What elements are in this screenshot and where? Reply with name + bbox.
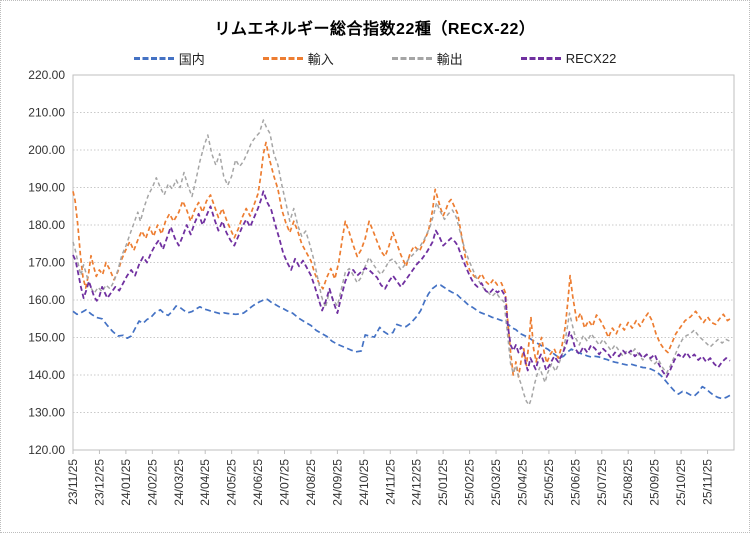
legend-label: 輸出	[436, 52, 463, 67]
y-axis-tick-label: 190.00	[28, 181, 65, 195]
chart-title: リムエネルギー総合指数22種（RECX-22）	[214, 21, 536, 38]
y-axis-tick-label: 120.00	[28, 443, 65, 457]
y-axis-tick-label: 220.00	[28, 68, 65, 82]
x-axis-tick-label: 24/04/25	[198, 459, 212, 506]
legend-dash-swatch-import	[262, 57, 303, 60]
series-line-import	[72, 141, 732, 378]
x-axis-tick-label: 25/10/25	[674, 459, 688, 506]
y-axis-tick-label: 160.00	[28, 293, 65, 307]
y-axis-tick-label: 150.00	[28, 331, 65, 345]
x-axis-tick-label: 24/09/25	[330, 459, 344, 506]
x-axis-tick-label: 24/07/25	[278, 459, 292, 506]
x-axis-tick-label: 25/09/25	[648, 459, 662, 506]
y-axis-tick-label: 130.00	[28, 406, 65, 420]
x-axis-tick-label: 24/11/25	[383, 459, 397, 505]
legend-item-export: 輸出	[391, 49, 463, 68]
y-axis-tick-label: 170.00	[28, 256, 65, 270]
x-axis-tick-label: 24/06/25	[251, 459, 265, 506]
x-axis-tick-label: 25/02/25	[463, 459, 477, 506]
y-axis-tick-label: 180.00	[28, 218, 65, 232]
legend-item-import: 輸入	[262, 49, 334, 68]
legend-dash-swatch-domestic	[133, 57, 174, 60]
legend-dash-swatch-export	[391, 57, 432, 60]
x-axis-tick-label: 24/08/25	[304, 459, 318, 506]
x-axis-tick-label: 25/06/25	[568, 459, 582, 506]
legend-dash-swatch-recx22	[520, 57, 561, 60]
x-axis-tick-label: 25/08/25	[621, 459, 635, 506]
y-axis-tick-label: 140.00	[28, 368, 65, 382]
x-axis-tick-label: 25/05/25	[542, 459, 556, 506]
x-axis-tick-label: 23/12/25	[92, 459, 106, 506]
x-axis-tick-label: 25/07/25	[595, 459, 609, 506]
x-axis-tick-label: 25/03/25	[489, 459, 503, 506]
x-axis-tick-label: 24/05/25	[225, 459, 239, 506]
series-line-export	[72, 119, 731, 406]
legend-item-domestic: 国内	[133, 49, 205, 68]
x-axis-tick-label: 25/11/25	[701, 459, 715, 505]
x-axis-tick-label: 24/01/25	[119, 459, 133, 506]
y-axis-tick-label: 200.00	[28, 143, 65, 157]
legend-label: 輸入	[307, 52, 334, 67]
series-line-domestic	[72, 284, 731, 400]
legend: 国内 輸入 輸出 RECX22	[1, 49, 749, 68]
x-axis-tick-label: 24/02/25	[145, 459, 159, 506]
legend-label: 国内	[178, 52, 205, 67]
series-line-recx22	[72, 190, 731, 378]
legend-label: RECX22	[565, 51, 617, 66]
x-axis-tick-label: 24/03/25	[172, 459, 186, 506]
legend-item-recx22: RECX22	[520, 51, 617, 66]
x-axis-tick-label: 25/04/25	[515, 459, 529, 506]
x-axis-tick-label: 25/01/25	[436, 459, 450, 506]
y-axis-tick-label: 210.00	[28, 106, 65, 120]
x-axis-tick-label: 24/12/25	[410, 459, 424, 506]
x-axis-tick-label: 24/10/25	[357, 459, 371, 506]
x-axis-tick-label: 23/11/25	[66, 459, 80, 505]
